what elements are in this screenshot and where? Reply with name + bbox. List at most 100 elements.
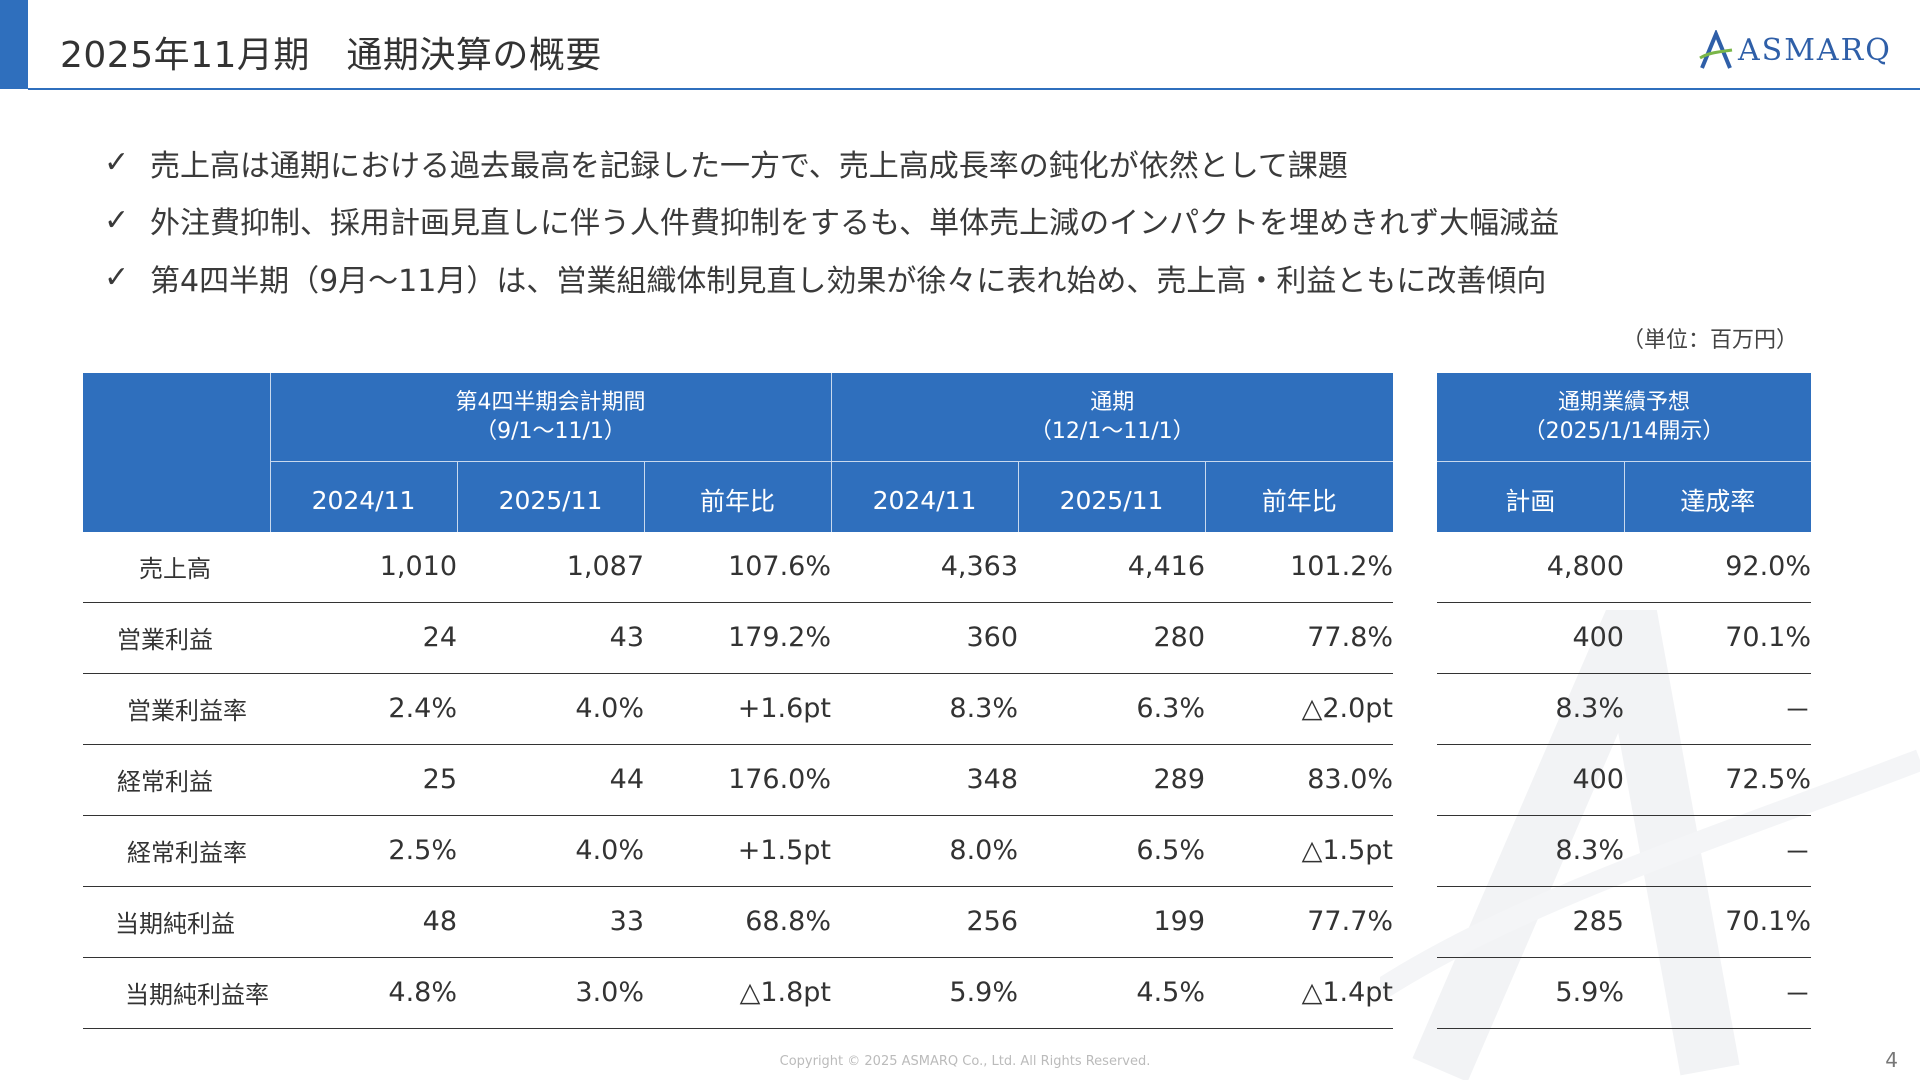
table-cell: 4.0% [457, 673, 644, 745]
table-cell: － [1624, 957, 1811, 1029]
table-cell: 1,087 [457, 531, 644, 603]
table-row: 8.3% － [1437, 673, 1811, 745]
table-cell: 2.5% [270, 815, 457, 887]
table-cell: 77.8% [1205, 602, 1394, 674]
page-number: 4 [1885, 1048, 1898, 1072]
table-cell: － [1624, 673, 1811, 745]
check-icon: ✓ [104, 260, 130, 296]
company-logo: ASMARQ [1698, 28, 1892, 72]
group-title: 通期 [1090, 390, 1135, 415]
table-row: 経常利益率 2.5% 4.0% +1.5pt 8.0% 6.5% △1.5pt [83, 815, 1394, 887]
table-cell: 44 [457, 744, 644, 816]
logo-text: ASMARQ [1738, 32, 1892, 68]
row-label: 当期純利益 [83, 886, 270, 958]
table-cell: 348 [831, 744, 1019, 816]
summary-bullets: ✓ 売上高は通期における過去最高を記録した一方で、売上高成長率の鈍化が依然として… [104, 134, 1559, 307]
table-cell: 360 [831, 602, 1019, 674]
asmarq-logo-icon [1699, 30, 1733, 69]
table-row: 400 70.1% [1437, 602, 1811, 674]
table-cell: 289 [1018, 744, 1206, 816]
table-cell: △2.0pt [1205, 673, 1394, 745]
row-label: 当期純利益率 [83, 957, 270, 1029]
row-label: 売上高 [83, 531, 270, 603]
table-cell: 4.0% [457, 815, 644, 887]
group-title: 通期業績予想 [1557, 390, 1690, 415]
table-cell: 24 [270, 602, 457, 674]
table-cell: 176.0% [644, 744, 832, 816]
table-cell: 4.5% [1018, 957, 1206, 1029]
header-underline [28, 88, 1920, 90]
table-cell: +1.6pt [644, 673, 832, 745]
table-cell: 72.5% [1624, 744, 1811, 816]
check-icon: ✓ [104, 145, 130, 181]
row-label: 経常利益 [83, 744, 270, 816]
table-cell: 101.2% [1205, 531, 1394, 603]
table-cell: 4,363 [831, 531, 1019, 603]
table-row: 285 70.1% [1437, 886, 1811, 958]
table-cell: 8.3% [831, 673, 1019, 745]
table-row: 8.3% － [1437, 815, 1811, 887]
table-cell: △1.4pt [1205, 957, 1394, 1029]
table-cell: 400 [1437, 744, 1624, 816]
column-header: 前年比 [643, 461, 832, 532]
row-label: 営業利益 [83, 602, 270, 674]
table-cell: 5.9% [831, 957, 1019, 1029]
table-cell: △1.5pt [1205, 815, 1394, 887]
table-cell: 256 [831, 886, 1019, 958]
table-cell: 83.0% [1205, 744, 1394, 816]
table-cell: 199 [1018, 886, 1206, 958]
table-cell: 107.6% [644, 531, 832, 603]
table-cell: 8.0% [831, 815, 1019, 887]
group-title: 第4四半期会計期間 [455, 390, 646, 415]
column-header: 2025/11 [456, 461, 644, 532]
group-header-forecast: 通期業績予想 （2025/1/14開示） [1437, 373, 1811, 462]
corner-cell [83, 461, 270, 532]
table-cell: 43 [457, 602, 644, 674]
column-header: 達成率 [1623, 461, 1811, 532]
table-row: 4,800 92.0% [1437, 531, 1811, 603]
bullet-item: ✓ 外注費抑制、採用計画見直しに伴う人件費抑制をするも、単体売上減のインパクトを… [104, 192, 1559, 250]
table-cell: － [1624, 815, 1811, 887]
row-label: 営業利益率 [83, 673, 270, 745]
table-row: 当期純利益率 4.8% 3.0% △1.8pt 5.9% 4.5% △1.4pt [83, 957, 1394, 1029]
column-header: 計画 [1437, 461, 1624, 532]
copyright-footer: Copyright © 2025 ASMARQ Co., Ltd. All Ri… [779, 1054, 1151, 1069]
table-cell: 1,010 [270, 531, 457, 603]
header-accent-bar [0, 0, 28, 89]
table-cell: 25 [270, 744, 457, 816]
table-cell: △1.8pt [644, 957, 832, 1029]
table-cell: 4,800 [1437, 531, 1624, 603]
corner-cell [83, 373, 270, 462]
column-header: 前年比 [1204, 461, 1394, 532]
column-header: 2024/11 [830, 461, 1019, 532]
group-period: （2025/1/14開示） [1523, 419, 1725, 444]
table-cell: 2.4% [270, 673, 457, 745]
bullet-text: 外注費抑制、採用計画見直しに伴う人件費抑制をするも、単体売上減のインパクトを埋め… [150, 206, 1560, 242]
table-cell: 285 [1437, 886, 1624, 958]
table-cell: 5.9% [1437, 957, 1624, 1029]
table-cell: +1.5pt [644, 815, 832, 887]
table-row: 5.9% － [1437, 957, 1811, 1029]
table-cell: 6.3% [1018, 673, 1206, 745]
table-cell: 3.0% [457, 957, 644, 1029]
page-title: 2025年11月期 通期決算の概要 [60, 35, 602, 76]
table-row: 営業利益率 2.4% 4.0% +1.6pt 8.3% 6.3% △2.0pt [83, 673, 1394, 745]
table-cell: 6.5% [1018, 815, 1206, 887]
table-cell: 68.8% [644, 886, 832, 958]
group-header-q4: 第4四半期会計期間 （9/1～11/1） [269, 373, 832, 462]
table-cell: 77.7% [1205, 886, 1394, 958]
table-cell: 8.3% [1437, 815, 1624, 887]
forecast-table: 通期業績予想 （2025/1/14開示） 計画 達成率 4,800 92.0% 4… [1437, 373, 1811, 1029]
table-row: 400 72.5% [1437, 744, 1811, 816]
table-cell: 4.8% [270, 957, 457, 1029]
group-period: （9/1～11/1） [475, 419, 626, 444]
table-cell: 70.1% [1624, 602, 1811, 674]
table-row: 当期純利益 48 33 68.8% 256 199 77.7% [83, 886, 1394, 958]
column-header: 2024/11 [269, 461, 457, 532]
bullet-item: ✓ 第4四半期（9月～11月）は、営業組織体制見直し効果が徐々に表れ始め、売上高… [104, 249, 1559, 307]
column-header: 2025/11 [1017, 461, 1206, 532]
bullet-item: ✓ 売上高は通期における過去最高を記録した一方で、売上高成長率の鈍化が依然として… [104, 134, 1559, 192]
table-cell: 33 [457, 886, 644, 958]
table-cell: 70.1% [1624, 886, 1811, 958]
table-row: 営業利益 24 43 179.2% 360 280 77.8% [83, 602, 1394, 674]
